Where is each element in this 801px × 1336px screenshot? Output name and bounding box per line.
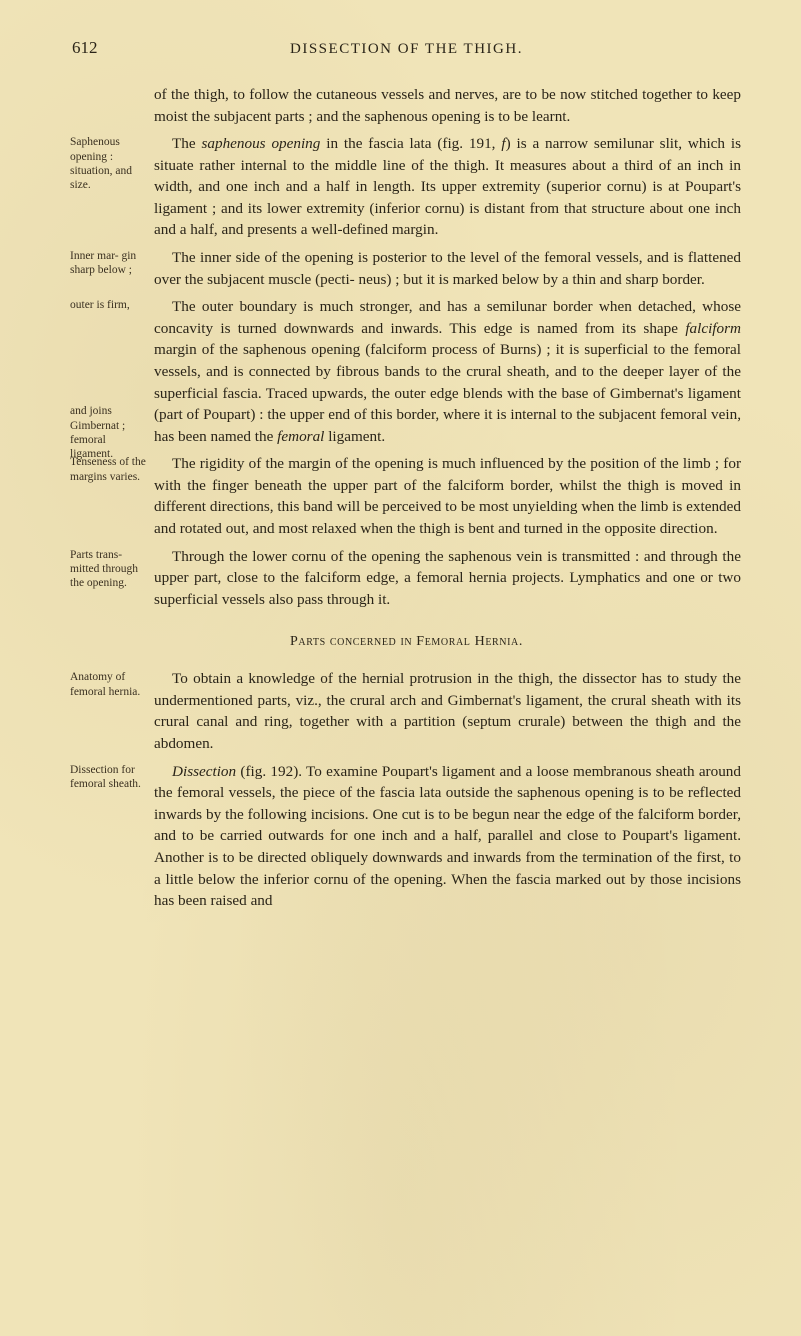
margin-note: Parts trans- mitted through the opening. [70, 548, 148, 591]
paragraph-block: Inner mar- gin sharp below ;The inner si… [154, 247, 741, 290]
paragraph-block: Dissection for femoral sheath.Dissection… [154, 761, 741, 912]
body-paragraph: The outer boundary is much stronger, and… [154, 296, 741, 447]
margin-note: outer is firm, [70, 298, 148, 312]
book-page: 612 DISSECTION OF THE THIGH. of the thig… [0, 0, 801, 1336]
margin-note: Saphenous opening : situation, and size. [70, 135, 148, 193]
margin-note: Tenseness of the margins varies. [70, 455, 148, 484]
margin-note: Inner mar- gin sharp below ; [70, 249, 148, 278]
body-paragraph: Dissection (fig. 192). To examine Poupar… [154, 761, 741, 912]
margin-note: Anatomy of femoral hernia. [70, 670, 148, 699]
paragraph-block: of the thigh, to follow the cutaneous ve… [154, 84, 741, 127]
body-paragraph: The inner side of the opening is posteri… [154, 247, 741, 290]
running-header: 612 DISSECTION OF THE THIGH. [72, 38, 741, 58]
page-content: of the thigh, to follow the cutaneous ve… [72, 84, 741, 912]
paragraph-block: Anatomy of femoral hernia.To obtain a kn… [154, 668, 741, 754]
body-paragraph: To obtain a knowledge of the hernial pro… [154, 668, 741, 754]
body-paragraph: The saphenous opening in the fascia lata… [154, 133, 741, 241]
body-paragraph: Through the lower cornu of the opening t… [154, 546, 741, 611]
paragraph-block: Parts trans- mitted through the opening.… [154, 546, 741, 611]
body-paragraph: of the thigh, to follow the cutaneous ve… [154, 84, 741, 127]
paragraph-block: outer is firm,and joins Gimbernat ; femo… [154, 296, 741, 447]
running-head: DISSECTION OF THE THIGH. [72, 41, 741, 58]
paragraph-block: Saphenous opening : situation, and size.… [154, 133, 741, 241]
main-text-column: of the thigh, to follow the cutaneous ve… [154, 84, 741, 610]
main-text-column-2: Anatomy of femoral hernia.To obtain a kn… [154, 668, 741, 911]
margin-note: Dissection for femoral sheath. [70, 763, 148, 792]
paragraph-block: Tenseness of the margins varies.The rigi… [154, 453, 741, 539]
body-paragraph: The rigidity of the margin of the openin… [154, 453, 741, 539]
section-heading: Parts concerned in Femoral Hernia. [72, 634, 741, 650]
margin-note: and joins Gimbernat ; femoral ligament. [70, 404, 148, 462]
